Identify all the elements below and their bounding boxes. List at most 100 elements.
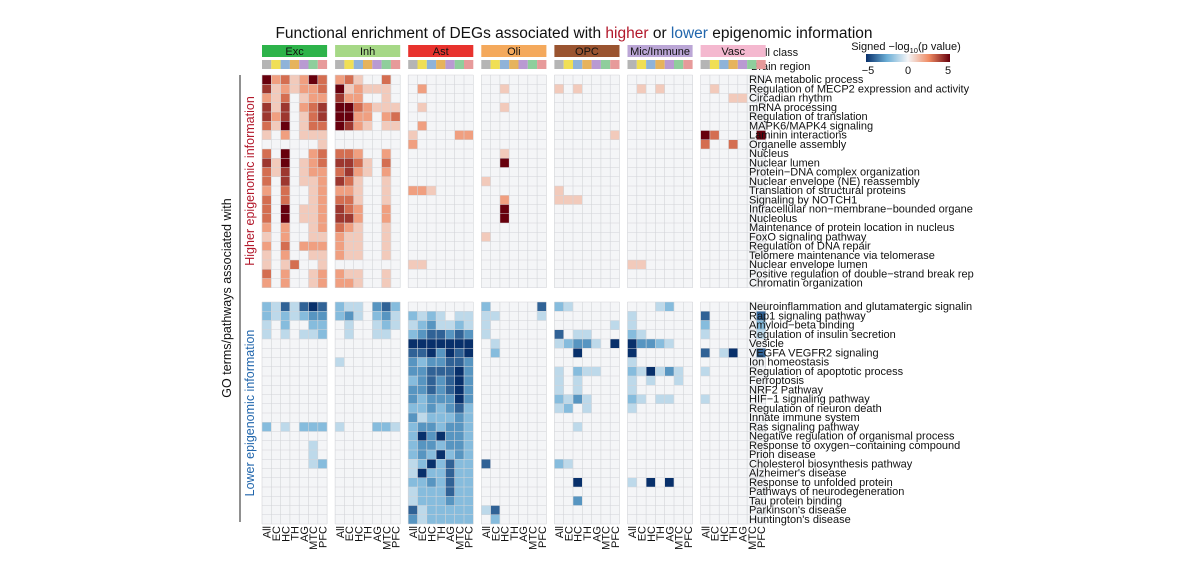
- legend-tick-mid: 0: [905, 65, 911, 77]
- heatmap-cell: [719, 121, 729, 131]
- heatmap-cell: [308, 477, 318, 487]
- heatmap-cell: [499, 477, 510, 487]
- heatmap-cell: [737, 440, 748, 450]
- heatmap-cell: [563, 149, 573, 159]
- heatmap-cell: [636, 403, 647, 413]
- heatmap-cell: [537, 311, 547, 321]
- heatmap-cell: [454, 477, 464, 487]
- heatmap-cell: [563, 302, 573, 312]
- heatmap-cell: [464, 176, 474, 186]
- heatmap-cell: [674, 176, 684, 186]
- heatmap-cell: [481, 348, 491, 358]
- region-tick-label: AG: [664, 526, 676, 542]
- heatmap-cell: [747, 84, 757, 94]
- higher-term-label: FoxO signaling pathway: [749, 231, 867, 243]
- heatmap-cell: [537, 176, 547, 186]
- heatmap-cell: [728, 468, 738, 478]
- heatmap-cell: [308, 413, 318, 423]
- heatmap-cell: [417, 487, 427, 497]
- heatmap-cell: [490, 75, 500, 85]
- heatmap-cell: [344, 121, 354, 131]
- heatmap-cell: [308, 121, 318, 131]
- brain-region-swatch: [600, 60, 611, 69]
- heatmap-cell: [289, 505, 300, 515]
- heatmap-cell: [554, 440, 564, 450]
- heatmap-cell: [737, 487, 748, 497]
- heatmap-cell: [335, 204, 345, 214]
- heatmap-cell: [454, 241, 464, 251]
- heatmap-cell: [591, 366, 601, 376]
- heatmap-cell: [591, 269, 601, 279]
- heatmap-cell: [537, 477, 547, 487]
- heatmap-cell: [610, 250, 620, 260]
- heatmap-cell: [527, 385, 538, 395]
- heatmap-cell: [390, 394, 401, 404]
- heatmap-cell: [573, 487, 583, 497]
- heatmap-cell: [636, 431, 647, 441]
- heatmap-cell: [728, 366, 738, 376]
- heatmap-cell: [747, 278, 757, 288]
- heatmap-cell: [280, 167, 290, 177]
- heatmap-cell: [280, 468, 290, 478]
- heatmap-cell: [518, 241, 528, 251]
- heatmap-cell: [573, 112, 583, 122]
- heatmap-cell: [454, 149, 464, 159]
- heatmap-cell: [372, 102, 382, 112]
- heatmap-cell: [537, 241, 547, 251]
- heatmap-cell: [683, 487, 693, 497]
- heatmap-cell: [646, 241, 656, 251]
- heatmap-cell: [655, 385, 665, 395]
- heatmap-cell: [464, 75, 474, 85]
- lower-term-label: Pathways of neurodegeneration: [749, 486, 904, 498]
- heatmap-cell: [271, 311, 281, 321]
- heatmap-cell: [509, 413, 519, 423]
- heatmap-cell: [280, 431, 290, 441]
- region-tick-label: TH: [582, 526, 594, 541]
- heatmap-cell: [664, 75, 674, 85]
- heatmap-cell: [408, 167, 418, 177]
- heatmap-cell: [728, 167, 738, 177]
- heatmap-cell: [582, 278, 592, 288]
- heatmap-cell: [344, 260, 354, 270]
- heatmap-cell: [289, 84, 300, 94]
- heatmap-cell: [381, 130, 391, 140]
- heatmap-cell: [728, 348, 738, 358]
- heatmap-cell: [554, 121, 564, 131]
- heatmap-cell: [509, 422, 519, 432]
- heatmap-cell: [363, 505, 373, 515]
- heatmap-cell: [582, 93, 592, 103]
- heatmap-cell: [518, 320, 528, 330]
- heatmap-cell: [381, 440, 391, 450]
- heatmap-cell: [481, 431, 491, 441]
- chart-title-prefix: Functional enrichment of DEGs associated…: [275, 25, 605, 42]
- heatmap-cell: [499, 167, 510, 177]
- heatmap-cell: [664, 149, 674, 159]
- heatmap-cell: [317, 250, 328, 260]
- heatmap-cell: [582, 84, 592, 94]
- heatmap-cell: [335, 366, 345, 376]
- heatmap-cell: [627, 339, 637, 349]
- heatmap-cell: [271, 348, 281, 358]
- higher-term-label: Maintenance of protein location in nucle…: [749, 222, 955, 234]
- heatmap-cell: [426, 102, 437, 112]
- heatmap-cell: [591, 431, 601, 441]
- heatmap-cell: [683, 149, 693, 159]
- heatmap-cell: [509, 75, 519, 85]
- heatmap-cell: [344, 93, 354, 103]
- heatmap-cell: [700, 459, 710, 469]
- heatmap-cell: [454, 167, 464, 177]
- heatmap-cell: [728, 139, 738, 149]
- heatmap-cell: [728, 339, 738, 349]
- heatmap-cell: [646, 112, 656, 122]
- heatmap-cell: [756, 278, 766, 288]
- heatmap-cell: [335, 302, 345, 312]
- heatmap-cell: [636, 112, 647, 122]
- heatmap-cell: [372, 130, 382, 140]
- heatmap-cell: [509, 121, 519, 131]
- heatmap-cell: [600, 75, 611, 85]
- heatmap-cell: [490, 241, 500, 251]
- heatmap-cell: [554, 468, 564, 478]
- brain-region-swatch: [499, 60, 510, 69]
- heatmap-cell: [317, 431, 328, 441]
- heatmap-cell: [683, 139, 693, 149]
